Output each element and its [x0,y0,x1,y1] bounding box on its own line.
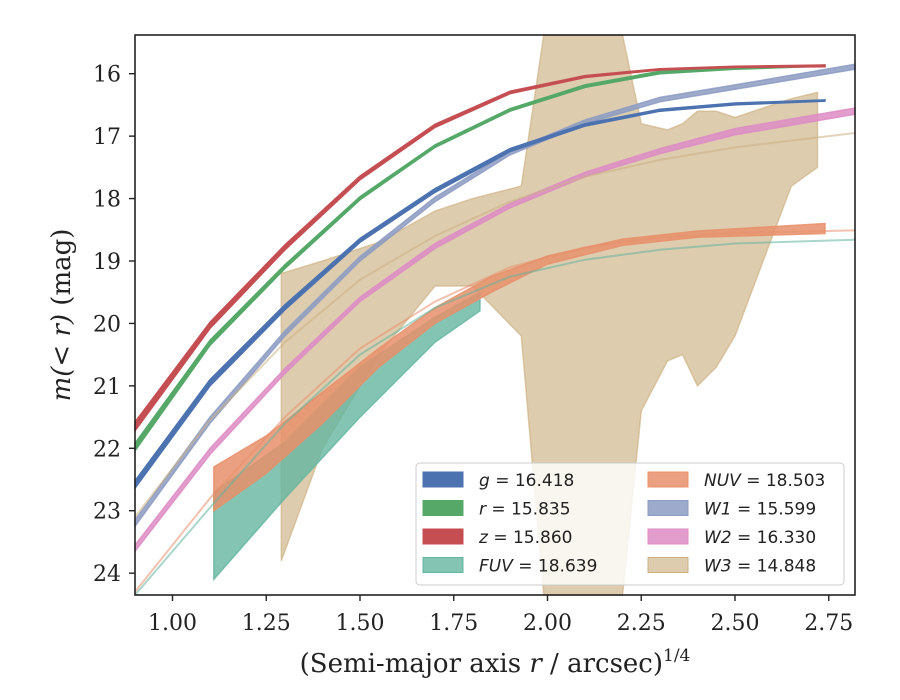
model-curves [134,132,856,596]
x-tick-label: 1.25 [242,611,291,636]
legend-label-w1: W1 = 15.599 [704,500,816,520]
y-tick-label: 18 [93,188,121,213]
x-axis: 1.00 1.25 1.50 1.75 2.00 2.25 2.50 2.75 [148,595,853,636]
legend-box [415,462,845,586]
plot-frame [134,34,856,596]
y-tick-label: 23 [93,500,121,525]
nuv-model-curve [134,229,856,593]
legend-label-r: r = 15.835 [479,500,571,520]
y-axis: 16 17 18 19 20 21 22 23 24 [93,63,135,587]
fuv-model-curve [134,238,856,596]
y-tick-label: 21 [93,375,121,400]
series-z-band [134,64,826,434]
x-axis-label: (Semi-major axis r / arcsec)1/4 [300,646,691,679]
legend-swatch-w2 [647,528,689,545]
x-tick-label: 2.50 [711,611,760,636]
y-tick-label: 22 [93,437,121,462]
w3-model-curve [134,132,856,518]
x-tick-label: 2.25 [617,611,666,636]
x-tick-label: 2.00 [523,611,572,636]
x-tick-label: 1.50 [336,611,385,636]
legend-swatch-w3 [647,557,689,573]
legend-label-w3: W3 = 14.848 [704,557,816,577]
legend-label-w2: W2 = 16.330 [704,528,816,548]
series-nuv-band [213,222,826,513]
x-tick-label: 1.00 [148,611,197,636]
legend-label-nuv: NUV = 18.503 [704,471,825,491]
y-tick-label: 17 [93,125,121,150]
x-tick-label: 1.75 [429,611,478,636]
legend-label-g: g = 16.418 [479,471,574,491]
legend-items: g = 16.418 r = 15.835 z = 15.860 FUV = 18.6… [422,471,825,577]
x-tick-label: 2.75 [804,611,853,636]
legend: g = 16.418 r = 15.835 z = 15.860 FUV = 18.6… [415,462,845,586]
y-axis-label: m(< r) (mag) [47,229,77,402]
legend-swatch-z [422,528,464,545]
y-tick-label: 16 [93,63,121,88]
legend-swatch-r [422,500,464,516]
y-tick-label: 19 [93,250,121,275]
legend-swatch-g [422,471,464,488]
legend-swatch-nuv [647,471,689,488]
y-tick-label: 20 [93,312,121,337]
series-g-band [134,99,826,491]
y-tick-label: 24 [93,562,121,587]
legend-swatch-fuv [422,557,464,573]
legend-label-z: z = 15.860 [478,528,572,548]
legend-swatch-w1 [647,500,689,516]
legend-label-fuv: FUV = 18.639 [479,557,597,577]
